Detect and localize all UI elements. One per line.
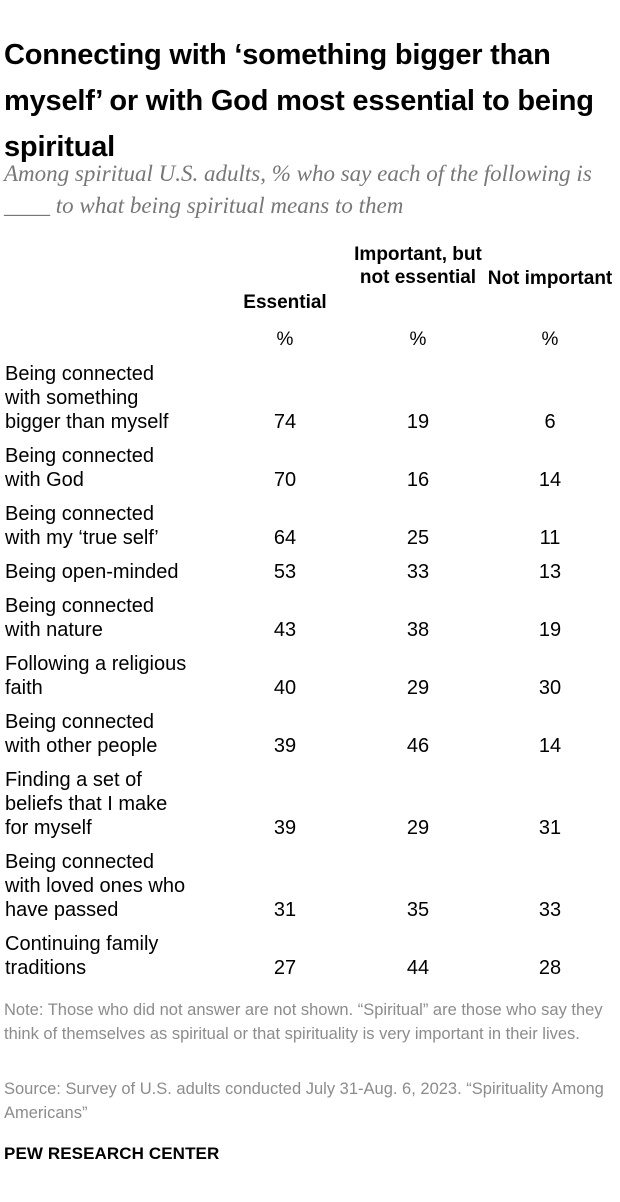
column-header-important-not-essential: Important, but not essential [354,244,482,288]
table-cell-value: 16 [406,469,430,491]
column-header-not-important: Not important [487,268,613,289]
table-cell-value: 40 [273,677,297,699]
table-cell-value: 31 [538,817,562,839]
table-cell-value: 30 [538,677,562,699]
table-cell-value: 29 [406,677,430,699]
row-label: Being connected with other people [5,711,158,757]
table-cell-value: 38 [406,619,430,641]
table-cell-value: 11 [539,527,561,549]
row-label: Continuing family traditions [5,933,159,979]
table-cell-value: 33 [538,899,562,921]
table-cell-value: 39 [273,817,297,839]
row-label: Being connected with God [5,445,155,491]
table-cell-value: 39 [273,735,297,757]
table-cell-value: 14 [538,735,562,757]
table-cell-value: 25 [406,527,430,549]
chart-note: Note: Those who did not answer are not s… [4,1001,603,1043]
row-label: Following a religious faith [5,653,187,699]
row-label: Being open-minded [5,561,179,583]
table-cell-value: 13 [538,561,562,583]
table-cell-value: 29 [406,817,430,839]
pew-logo: PEW RESEARCH CENTER [4,1144,220,1163]
row-label: Finding a set of beliefs that I make for… [5,769,168,839]
row-label: Being connected with my ‘true self’ [5,503,159,549]
column-unit-important-not-essential: % [409,329,427,350]
column-header-essential: Essential [243,292,327,313]
table-cell-value: 46 [406,735,430,757]
column-unit-essential: % [276,329,294,350]
table-cell-value: 64 [273,527,297,549]
row-label: Being connected with loved ones who have… [5,851,186,921]
table-cell-value: 44 [406,957,430,979]
table-cell-value: 31 [273,899,297,921]
table-cell-value: 43 [273,619,297,641]
chart-source: Source: Survey of U.S. adults conducted … [4,1080,604,1122]
table-cell-value: 19 [538,619,562,641]
row-label: Being connected with nature [5,595,155,641]
column-unit-not-important: % [541,329,559,350]
table-cell-value: 35 [406,899,430,921]
table-cell-value: 19 [406,411,430,433]
table-cell-value: 6 [544,411,556,433]
table-cell-value: 53 [273,561,297,583]
table-cell-value: 28 [538,957,562,979]
table-cell-value: 74 [273,411,297,433]
table-cell-value: 70 [273,469,297,491]
table-cell-value: 14 [538,469,562,491]
chart-title: Connecting with ‘something bigger than m… [4,39,594,163]
table-cell-value: 27 [273,957,297,979]
chart-subtitle: Among spiritual U.S. adults, % who say e… [4,161,592,218]
row-label: Being connected with something bigger th… [5,363,169,433]
table-cell-value: 33 [406,561,430,583]
